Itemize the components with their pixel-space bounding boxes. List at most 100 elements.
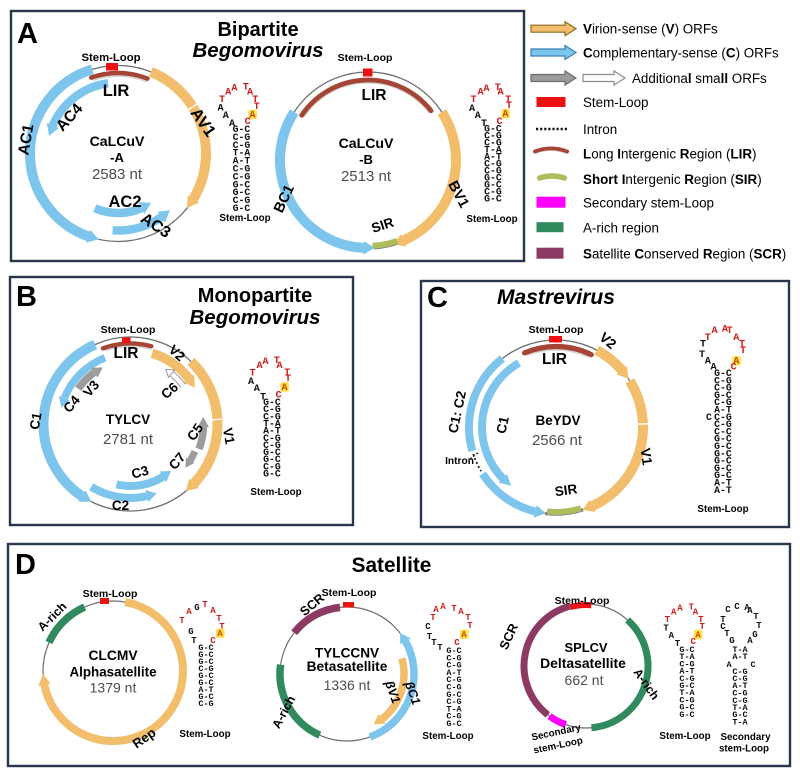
svg-text:T: T [431, 638, 437, 648]
svg-text:T: T [740, 346, 746, 357]
svg-text:Stem-Loop: Stem-Loop [529, 324, 584, 336]
svg-text:G-C: G-C [732, 710, 747, 720]
svg-text:A: A [229, 119, 236, 130]
svg-text:A: A [669, 631, 675, 641]
svg-text:Short Intergenic Region (SIR): Short Intergenic Region (SIR) [583, 172, 762, 187]
svg-text:C-G: C-G [484, 166, 502, 177]
svg-text:A: A [262, 357, 269, 368]
svg-text:stem-Loop: stem-Loop [719, 744, 769, 755]
svg-text:T: T [700, 340, 706, 351]
svg-text:G-C: G-C [446, 690, 461, 700]
svg-text:Virion-sense (V) ORFs: Virion-sense (V) ORFs [583, 22, 718, 37]
svg-text:Satellite: Satellite [352, 554, 432, 577]
svg-text:C: C [276, 390, 282, 401]
svg-text:C-G: C-G [446, 653, 461, 663]
svg-text:A: A [693, 608, 699, 618]
svg-text:C: C [730, 362, 736, 373]
svg-text:Stem-Loop: Stem-Loop [322, 587, 377, 599]
svg-text:A-T: A-T [198, 685, 213, 695]
svg-text:A-rich region: A-rich region [583, 220, 659, 235]
svg-text:-B: -B [359, 152, 373, 167]
svg-text:Stem-Loop: Stem-Loop [697, 504, 748, 515]
svg-text:Begomovirus: Begomovirus [193, 39, 324, 62]
svg-text:Stem-Loop: Stem-Loop [83, 588, 138, 600]
svg-text:CaLCuV: CaLCuV [339, 135, 394, 151]
svg-text:G-C: G-C [233, 124, 251, 135]
svg-text:Stem-Loop: Stem-Loop [338, 52, 393, 64]
svg-text:T: T [470, 95, 476, 106]
svg-text:G-C: G-C [198, 692, 213, 702]
svg-text:A-T: A-T [732, 652, 747, 662]
svg-text:C: C [734, 602, 740, 612]
svg-text:C1: C1 [494, 415, 512, 435]
svg-text:C: C [497, 117, 503, 128]
svg-text:C-G: C-G [484, 138, 502, 149]
svg-text:Stem-Loop: Stem-Loop [583, 95, 649, 110]
svg-text:G-C: G-C [446, 719, 461, 729]
svg-text:A: A [433, 605, 439, 615]
svg-text:C-G: C-G [679, 674, 694, 684]
svg-text:Stem-Loop: Stem-Loop [101, 324, 156, 336]
svg-text:C-G: C-G [233, 195, 251, 206]
svg-text:2566 nt: 2566 nt [532, 432, 583, 449]
svg-text:A: A [671, 608, 677, 618]
svg-text:G: G [752, 630, 757, 640]
svg-text:C-G: C-G [679, 695, 694, 705]
svg-text:G-C: G-C [714, 463, 732, 474]
svg-text:A: A [458, 607, 464, 617]
svg-text:T: T [698, 615, 704, 625]
svg-text:A: A [475, 111, 482, 122]
svg-text:A: A [726, 660, 732, 670]
svg-text:A: A [277, 361, 284, 372]
svg-text:CLCMV: CLCMV [88, 648, 138, 663]
svg-text:C: C [425, 622, 431, 632]
svg-text:A-T: A-T [732, 681, 747, 691]
svg-text:A: A [744, 603, 750, 613]
svg-text:C-G: C-G [714, 383, 732, 394]
svg-text:C-G: C-G [198, 664, 213, 674]
svg-text:CaLCuV: CaLCuV [90, 133, 145, 149]
svg-text:C-G: C-G [732, 689, 747, 699]
svg-text:G-C: G-C [233, 203, 251, 214]
svg-text:G-C: G-C [714, 434, 732, 445]
svg-text:G-C: G-C [484, 124, 502, 135]
svg-text:T-A: T-A [233, 148, 251, 159]
svg-text:A: A [677, 604, 683, 614]
svg-text:SIR: SIR [554, 481, 579, 499]
svg-text:T: T [451, 604, 457, 614]
svg-text:A: A [257, 361, 264, 372]
svg-text:A: A [249, 110, 256, 121]
svg-text:A-T: A-T [446, 668, 461, 678]
svg-text:G-C: G-C [714, 448, 732, 459]
svg-text:TYLCCNV: TYLCCNV [315, 646, 379, 661]
svg-text:2513 nt: 2513 nt [341, 168, 392, 185]
svg-text:C: C [720, 622, 726, 632]
svg-text:C2: C2 [112, 498, 129, 513]
svg-text:G-C: G-C [263, 469, 281, 480]
svg-text:A: A [440, 602, 446, 612]
svg-text:C: C [690, 637, 696, 647]
svg-text:LIR: LIR [362, 87, 387, 104]
svg-text:G-C: G-C [263, 397, 281, 408]
svg-text:A: A [722, 324, 729, 335]
svg-text:A-T: A-T [484, 152, 502, 163]
svg-text:Complementary-sense (C) ORFs: Complementary-sense (C) ORFs [583, 45, 779, 60]
svg-text:T: T [727, 326, 733, 337]
svg-text:C-G: C-G [233, 132, 251, 143]
svg-text:A: A [225, 88, 232, 99]
svg-text:Begomovirus: Begomovirus [190, 306, 321, 329]
svg-text:1336 nt: 1336 nt [324, 677, 371, 693]
svg-text:Mastrevirus: Mastrevirus [497, 286, 615, 309]
svg-text:C-G: C-G [714, 419, 732, 430]
svg-text:C-G: C-G [446, 661, 461, 671]
svg-text:C: C [706, 412, 712, 423]
svg-text:T: T [430, 613, 436, 623]
svg-text:SIR: SIR [370, 215, 396, 236]
svg-text:A: A [223, 111, 230, 122]
svg-text:Bipartite: Bipartite [217, 19, 298, 41]
svg-text:C: C [454, 638, 460, 648]
svg-text:A: A [281, 383, 288, 394]
svg-text:C-G: C-G [233, 140, 251, 151]
svg-text:G-C: G-C [198, 678, 213, 688]
svg-text:T: T [705, 333, 711, 344]
